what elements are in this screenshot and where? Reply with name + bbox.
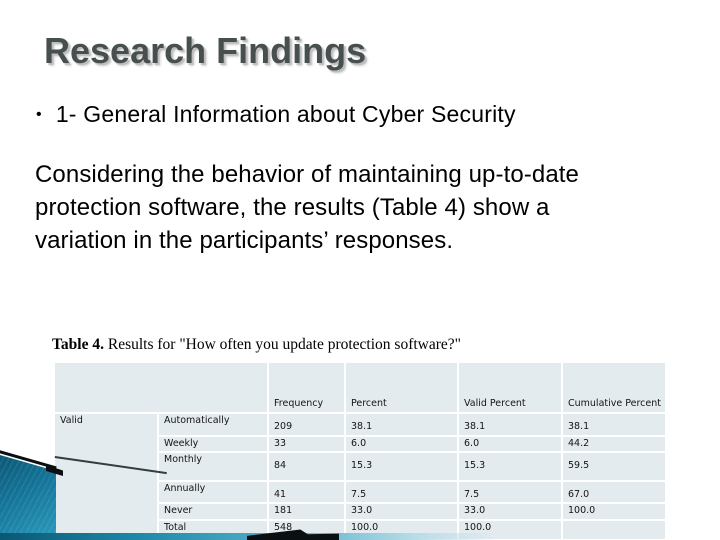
table-cell: 38.1 [562, 413, 667, 437]
slide-title: Research Findings [44, 30, 367, 71]
table-row: Never 181 33.0 33.0 100.0 [55, 503, 667, 521]
table-caption-text: Results for "How often you update protec… [103, 336, 461, 353]
table-cell: 84 [268, 452, 346, 482]
table-cell: 41 [268, 481, 346, 504]
column-header-percent: Percent [345, 363, 459, 414]
paragraph-line: protection software, the results (Table … [35, 194, 550, 221]
column-header-cumulative-percent: Cumulative Percent [562, 363, 667, 414]
table-row: Valid Automatically 209 38.1 38.1 38.1 [55, 413, 667, 540]
table-cell: 209 [268, 413, 346, 437]
table-cell: 38.1 [345, 413, 459, 437]
table-stub-cell: Valid [55, 413, 159, 540]
table-cell: 33 [268, 436, 346, 453]
table-cell: 6.0 [345, 436, 459, 453]
table-cell: Monthly [158, 452, 269, 482]
table-cell: 100.0 [562, 503, 667, 521]
column-header-valid-percent: Valid Percent [458, 363, 563, 414]
table-cell: 7.5 [345, 481, 459, 504]
body-paragraph: Considering the behavior of maintaining … [35, 158, 705, 257]
table-caption-label: Table 4. [52, 336, 104, 353]
table-header-row: Frequency Percent Valid Percent Cumulati… [55, 363, 667, 414]
table-cell: 15.3 [458, 452, 563, 482]
bullet-dot-icon: • [36, 106, 42, 123]
table-cell: 44.2 [562, 436, 667, 453]
table-cell: 15.3 [345, 452, 459, 482]
column-header-frequency: Frequency [268, 363, 346, 414]
bullet-item: • 1- General Information about Cyber Sec… [36, 101, 696, 129]
paragraph-line: variation in the participants’ responses… [35, 227, 454, 254]
bottom-black-arrow-icon [247, 529, 339, 540]
table-cell: Never [158, 503, 269, 521]
table-cell: 33.0 [458, 503, 563, 521]
paragraph-line: Considering the behavior of maintaining … [35, 161, 580, 188]
arrow-notch-decoration [46, 465, 63, 476]
table-cell: Automatically [158, 413, 269, 437]
bullet-text: 1- General Information about Cyber Secur… [55, 101, 516, 127]
table-header-stub [55, 363, 269, 414]
table-cell: 33.0 [345, 503, 459, 521]
table-cell: Weekly [158, 436, 269, 453]
table-cell [562, 520, 667, 540]
table-cell: 181 [268, 503, 346, 521]
table-row: Annually 41 7.5 7.5 67.0 [55, 481, 667, 504]
table-caption: Table 4. Results for "How often you upda… [52, 336, 672, 354]
results-table-container: Frequency Percent Valid Percent Cumulati… [55, 363, 667, 540]
table-cell: 100.0 [458, 520, 563, 540]
table-cell: 38.1 [458, 413, 563, 437]
table-row: Total 548 100.0 100.0 [55, 520, 667, 540]
table-cell: 67.0 [562, 481, 667, 504]
table-row: Monthly 84 15.3 15.3 59.5 [55, 452, 667, 482]
table-row: Weekly 33 6.0 6.0 44.2 [55, 436, 667, 453]
table-cell: 6.0 [458, 436, 563, 453]
table-cell: Annually [158, 481, 269, 504]
table-cell: 7.5 [458, 481, 563, 504]
table-cell: 59.5 [562, 452, 667, 482]
results-table: Frequency Percent Valid Percent Cumulati… [55, 363, 667, 540]
